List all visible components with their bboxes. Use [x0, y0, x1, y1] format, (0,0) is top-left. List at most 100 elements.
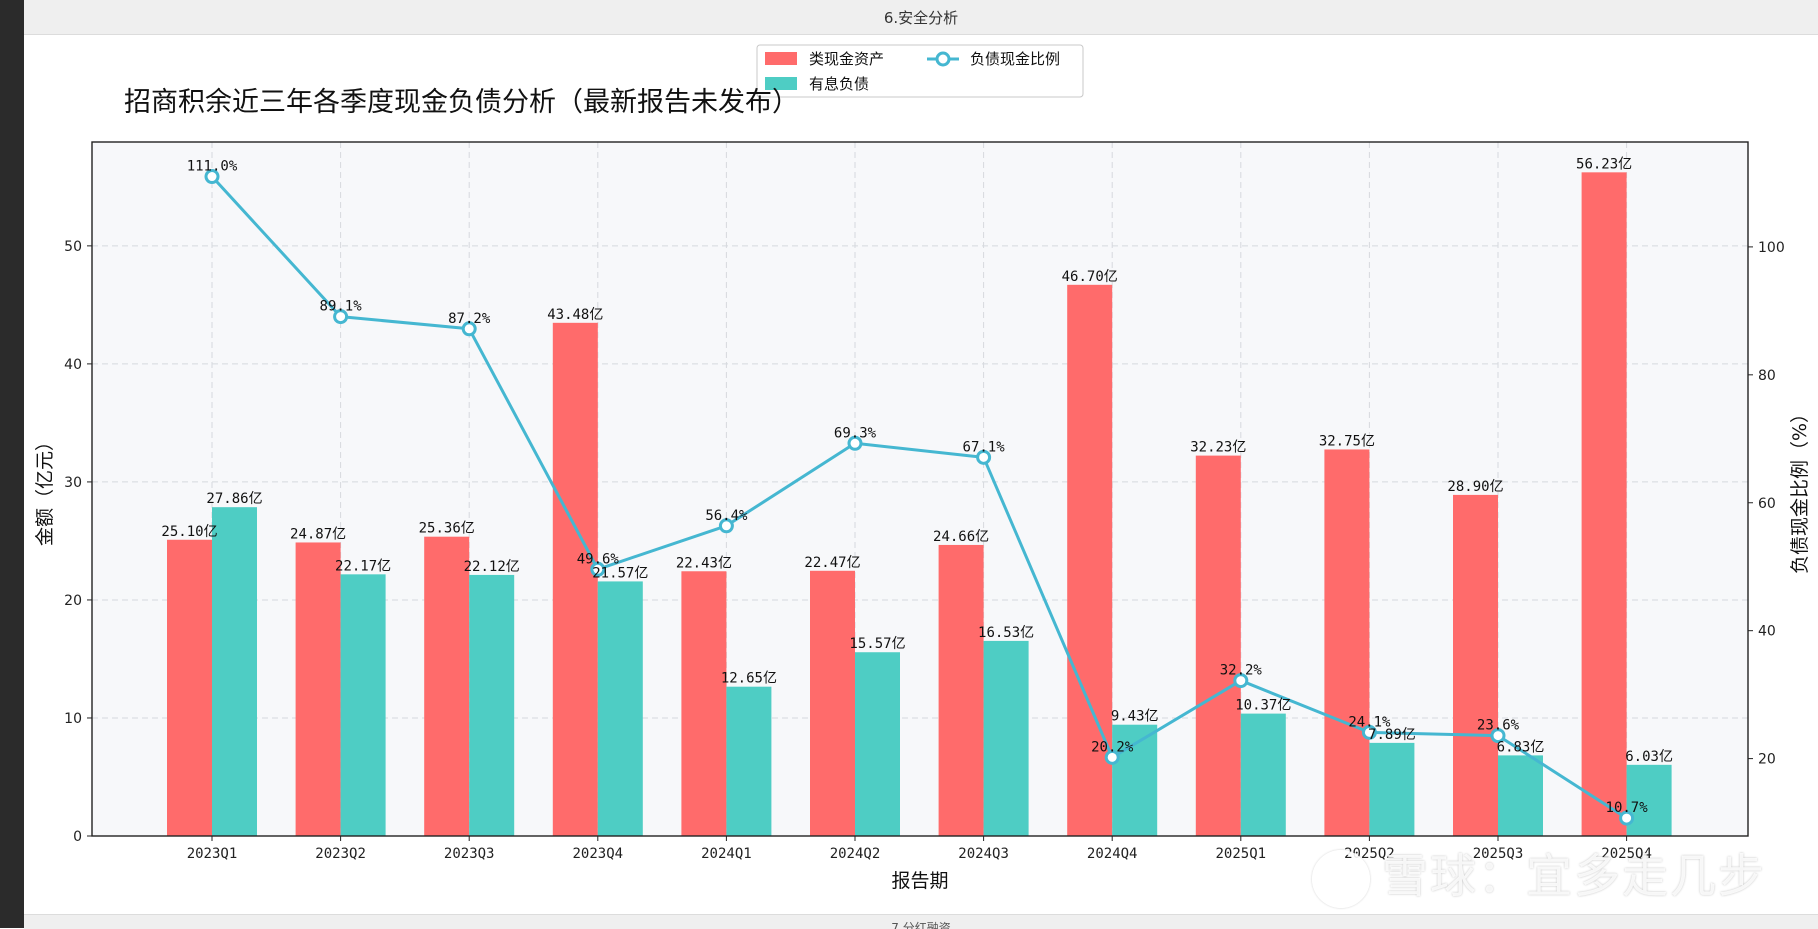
- data-label-ratio: 87.2%: [448, 311, 491, 327]
- ratio-point: [1619, 810, 1635, 826]
- x-axis-label: 报告期: [891, 870, 948, 892]
- bar-interest-debt: [469, 574, 515, 836]
- data-label-ratio: 89.1%: [320, 299, 363, 315]
- data-label-interest-debt: 6.03亿: [1625, 749, 1673, 765]
- x-tick-label: 2024Q4: [1087, 846, 1138, 862]
- ratio-point: [204, 169, 220, 185]
- bar-cash-assets: [810, 570, 855, 836]
- bar-cash-assets: [1581, 172, 1627, 836]
- data-label-cash-assets: 24.87亿: [290, 526, 346, 542]
- data-label-interest-debt: 27.86亿: [206, 491, 262, 507]
- data-label-cash-assets: 56.23亿: [1576, 156, 1632, 172]
- ratio-point: [333, 309, 349, 325]
- bar-interest-debt: [1369, 742, 1415, 836]
- data-label-cash-assets: 28.90亿: [1447, 479, 1503, 495]
- data-label-cash-assets: 46.70亿: [1062, 269, 1118, 285]
- chart-title: 招商积余近三年各季度现金负债分析（最新报告未发布）: [124, 87, 799, 118]
- ratio-point: [1233, 673, 1249, 689]
- y2-tick-label: 80: [1758, 368, 1776, 384]
- x-tick-label: 2025Q4: [1601, 846, 1652, 862]
- ratio-point: [1490, 728, 1506, 744]
- bar-cash-assets: [424, 536, 470, 836]
- ratio-point: [976, 449, 992, 465]
- bar-interest-debt: [212, 507, 257, 836]
- data-label-cash-assets: 22.47亿: [804, 555, 860, 571]
- x-tick-label: 2023Q3: [444, 846, 495, 862]
- legend-swatch-interest-debt: [765, 77, 797, 90]
- legend-marker-ratio: [935, 51, 951, 67]
- y-axis-label: 金额（亿元）: [34, 432, 56, 546]
- data-label-ratio: 24.1%: [1348, 714, 1391, 730]
- y-tick-label: 0: [73, 829, 82, 845]
- bar-cash-assets: [681, 571, 727, 836]
- ratio-point: [590, 561, 606, 577]
- ratio-point: [847, 435, 863, 451]
- snowball-logo-icon: [1312, 850, 1370, 908]
- chart-canvas: 25.10亿 24.87亿 25.36亿 43.48亿 22.43亿 22.47亿 24.6…: [34, 44, 1811, 892]
- y-tick-label: 20: [64, 593, 82, 609]
- watermark: 雪球：宜多走几步: [1312, 840, 1766, 908]
- legend-label-ratio: 负债现金比例: [970, 50, 1060, 68]
- x-tick-label: 2024Q2: [830, 846, 881, 862]
- data-label-interest-debt: 22.17亿: [335, 558, 391, 574]
- data-label-interest-debt: 15.57亿: [849, 636, 905, 652]
- x-tick-label: 2024Q1: [701, 846, 752, 862]
- axes-layer: 0 10 20 30 40 50 20 40 60 80 100 2023Q1 2023Q2 2023Q3…: [34, 141, 1811, 892]
- legend-swatch-cash-assets: [765, 52, 797, 65]
- bar-cash-assets: [1324, 449, 1370, 836]
- bar-cash-assets: [938, 544, 984, 836]
- ratio-point: [461, 321, 477, 337]
- bar-interest-debt: [983, 640, 1029, 836]
- x-tick-label: 2023Q4: [573, 846, 624, 862]
- bar-interest-debt: [597, 581, 643, 836]
- data-label-cash-assets: 24.66亿: [933, 529, 989, 545]
- data-label-interest-debt: 12.65亿: [721, 671, 777, 687]
- bar-cash-assets: [552, 322, 598, 836]
- data-label-interest-debt: 9.43亿: [1111, 709, 1159, 725]
- legend-label-cash-assets: 类现金资产: [809, 50, 884, 68]
- data-label-ratio: 49.6%: [577, 551, 620, 567]
- ratio-line: [210, 175, 1628, 820]
- ratio-point: [1361, 724, 1377, 740]
- bar-interest-debt: [855, 652, 900, 836]
- y2-tick-label: 20: [1758, 752, 1776, 768]
- section-header: 6.安全分析: [24, 0, 1818, 35]
- data-label-ratio: 32.2%: [1220, 663, 1263, 679]
- y-tick-label: 40: [64, 357, 82, 373]
- data-label-cash-assets: 22.43亿: [676, 555, 732, 571]
- data-label-interest-debt: 21.57亿: [592, 565, 648, 581]
- ratio-point: [1104, 749, 1120, 765]
- legend-label-interest-debt: 有息负债: [809, 75, 869, 93]
- data-label-interest-debt: 22.12亿: [464, 559, 520, 575]
- data-label-ratio: 20.2%: [1091, 739, 1134, 755]
- window-left-edge: [0, 0, 24, 928]
- ratio-line-layer: [204, 169, 1635, 826]
- data-label-cash-assets: 32.23亿: [1190, 440, 1246, 456]
- y2-tick-label: 60: [1758, 496, 1776, 512]
- bars-layer: [167, 172, 1672, 836]
- bar-interest-debt: [1240, 713, 1286, 836]
- data-label-ratio: 67.1%: [963, 439, 1006, 455]
- data-label-ratio: 111.0%: [187, 159, 238, 175]
- bar-interest-debt: [726, 686, 772, 836]
- data-label-interest-debt: 7.89亿: [1368, 727, 1416, 743]
- y2-tick-label: 40: [1758, 624, 1776, 640]
- data-label-cash-assets: 25.36亿: [419, 521, 475, 537]
- x-tick-label: 2023Q2: [315, 846, 366, 862]
- y2-axis-label: 负债现金比例（%）: [1789, 404, 1811, 574]
- legend-box: [756, 44, 1084, 98]
- section-footer: 7.分红融资: [24, 914, 1818, 929]
- x-tick-label: 2025Q3: [1473, 846, 1524, 862]
- y-tick-label: 30: [64, 475, 82, 491]
- data-label-interest-debt: 16.53亿: [978, 625, 1034, 641]
- bar-interest-debt: [1626, 764, 1672, 836]
- bar-interest-debt: [1498, 755, 1543, 836]
- bar-cash-assets: [167, 539, 212, 836]
- data-label-ratio: 23.6%: [1477, 718, 1520, 734]
- data-label-cash-assets: 32.75亿: [1319, 433, 1375, 449]
- data-label-ratio: 69.3%: [834, 425, 877, 441]
- y2-tick-label: 100: [1758, 240, 1785, 256]
- bar-cash-assets: [1067, 284, 1113, 836]
- watermark-text: 雪球：宜多走几步: [1382, 848, 1766, 903]
- bar-cash-assets: [1195, 455, 1241, 836]
